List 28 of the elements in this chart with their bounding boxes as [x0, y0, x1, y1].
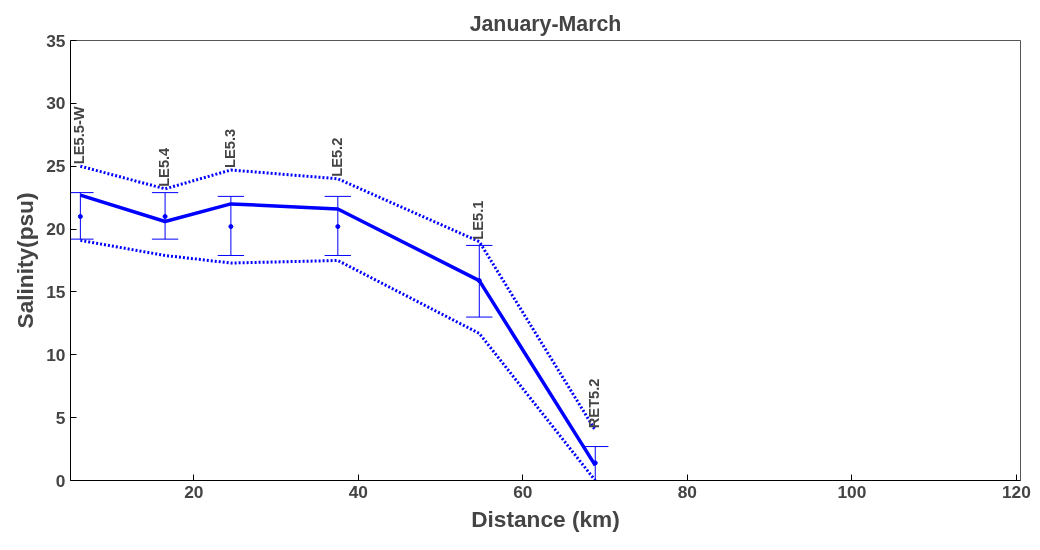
point	[476, 278, 482, 284]
x-axis-title: Distance (km)	[471, 505, 620, 532]
x-tick-label: 120	[1001, 481, 1031, 502]
annotation: LE5.1	[470, 200, 487, 240]
point	[335, 224, 341, 230]
annotation: LE5.2	[328, 137, 345, 177]
point	[162, 214, 168, 219]
y-tick-label: 20	[46, 219, 66, 240]
annotation: LE5.3	[221, 128, 238, 168]
x-tick-label: 60	[513, 481, 533, 502]
annotation: RET5.2	[586, 378, 603, 429]
x-tick-label: 100	[837, 481, 867, 502]
x-tick-label: 20	[184, 481, 204, 502]
y-axis-title: Salinity(psu)	[12, 192, 39, 329]
y-tick-label: 5	[55, 407, 66, 428]
x-tick-label: 40	[348, 481, 369, 502]
y-tick-label: 0	[55, 470, 66, 491]
point	[77, 214, 83, 219]
y-tick-label: 10	[46, 344, 66, 365]
x-tick-label: 80	[677, 481, 698, 502]
y-tick-label: 15	[46, 281, 66, 302]
y-tick-label: 30	[46, 93, 66, 114]
y-tick-label: 35	[46, 30, 66, 51]
chart-title: January-March	[469, 11, 622, 36]
point	[228, 224, 234, 230]
y-tick-label: 25	[46, 156, 66, 177]
annotation: LE5.5-W	[71, 106, 88, 165]
annotation: LE5.4	[156, 146, 173, 187]
